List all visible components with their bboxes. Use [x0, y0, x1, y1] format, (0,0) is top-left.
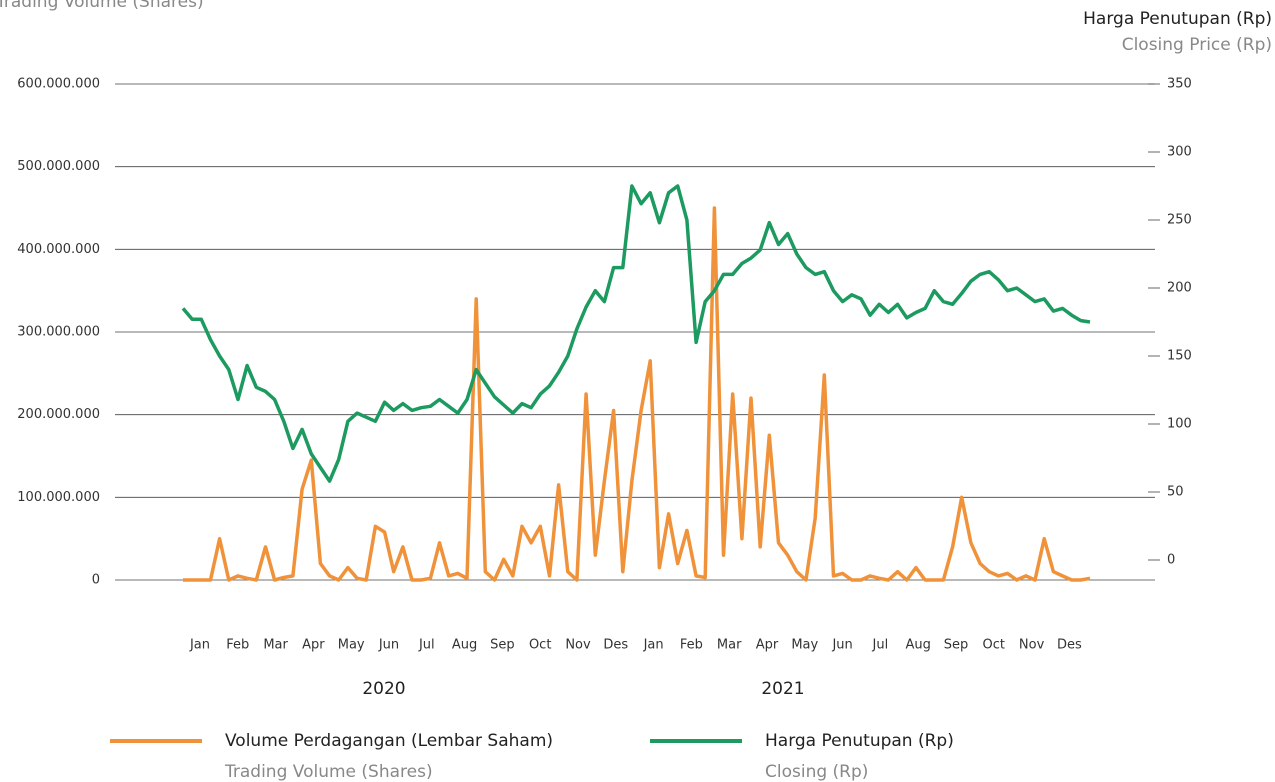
x-tick-label: Feb	[680, 638, 703, 653]
y2-axis-label-en: Closing Price (Rp)	[1122, 35, 1272, 55]
x-tick-label: Nov	[565, 638, 591, 653]
y-tick-label: 0	[92, 573, 100, 588]
y2-tick-label: 100	[1167, 417, 1192, 432]
x-tick-label: Mar	[263, 638, 288, 653]
x-tick-label: Sep	[944, 638, 969, 653]
x-tick-label: Des	[1057, 638, 1082, 653]
year-label: 2021	[761, 679, 804, 699]
y-tick-label: 300.000.000	[17, 325, 100, 340]
x-tick-label: Mar	[717, 638, 742, 653]
legend-label-en: Closing (Rp)	[765, 762, 868, 782]
y-tick-label: 500.000.000	[17, 159, 100, 174]
x-tick-label: Jul	[418, 638, 435, 653]
legend-label: Harga Penutupan (Rp)	[765, 731, 954, 751]
y2-tick-label: 50	[1167, 485, 1184, 500]
y2-tick-label: 350	[1167, 77, 1192, 92]
legend-label-en: Trading Volume (Shares)	[224, 762, 433, 782]
x-tick-label: Jul	[872, 638, 889, 653]
series-line	[183, 206, 1091, 582]
x-tick-label: May	[791, 638, 818, 653]
y2-tick-label: 200	[1167, 281, 1192, 296]
y2-tick-label: 0	[1167, 553, 1175, 568]
x-tick-label: Apr	[756, 638, 779, 653]
x-tick-label: Des	[603, 638, 628, 653]
y-tick-label: 400.000.000	[17, 242, 100, 257]
x-tick-label: Apr	[302, 638, 325, 653]
y-tick-label: 600.000.000	[17, 77, 100, 92]
y2-tick-label: 300	[1167, 145, 1192, 160]
series-line	[181, 184, 1091, 483]
y-axis-label: Trading Volume (Shares)	[0, 0, 204, 12]
x-tick-label: Sep	[490, 638, 515, 653]
x-tick-label: Oct	[529, 638, 551, 653]
y2-tick-label: 150	[1167, 349, 1192, 364]
year-label: 2020	[362, 679, 405, 699]
legend-label: Volume Perdagangan (Lembar Saham)	[225, 731, 553, 751]
x-tick-label: Jan	[189, 638, 210, 653]
y2-tick-label: 250	[1167, 213, 1192, 228]
x-tick-label: Jun	[378, 638, 399, 653]
y2-axis-label: Harga Penutupan (Rp)	[1083, 9, 1272, 29]
x-tick-label: Aug	[906, 638, 931, 653]
y-tick-label: 100.000.000	[17, 490, 100, 505]
x-tick-label: Oct	[983, 638, 1005, 653]
x-tick-label: Nov	[1019, 638, 1045, 653]
y-tick-label: 200.000.000	[17, 407, 100, 422]
x-tick-label: May	[338, 638, 365, 653]
x-tick-label: Aug	[452, 638, 477, 653]
x-tick-label: Feb	[226, 638, 249, 653]
x-tick-label: Jun	[831, 638, 852, 653]
x-tick-label: Jan	[643, 638, 664, 653]
